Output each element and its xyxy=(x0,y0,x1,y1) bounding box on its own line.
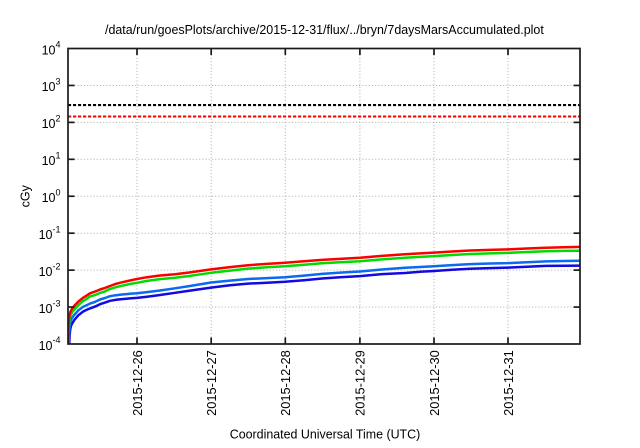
svg-text:2015-12-29: 2015-12-29 xyxy=(354,350,368,416)
svg-text:2015-12-30: 2015-12-30 xyxy=(428,350,442,416)
svg-text:cGy: cGy xyxy=(19,184,33,207)
svg-text:2015-12-28: 2015-12-28 xyxy=(279,350,293,416)
svg-text:/data/run/goesPlots/archive/20: /data/run/goesPlots/archive/2015-12-31/f… xyxy=(105,23,544,37)
svg-text:2015-12-31: 2015-12-31 xyxy=(502,350,516,416)
svg-text:Coordinated Universal Time (UT: Coordinated Universal Time (UTC) xyxy=(230,428,421,442)
svg-text:2015-12-27: 2015-12-27 xyxy=(205,350,219,416)
svg-text:2015-12-26: 2015-12-26 xyxy=(131,350,145,416)
